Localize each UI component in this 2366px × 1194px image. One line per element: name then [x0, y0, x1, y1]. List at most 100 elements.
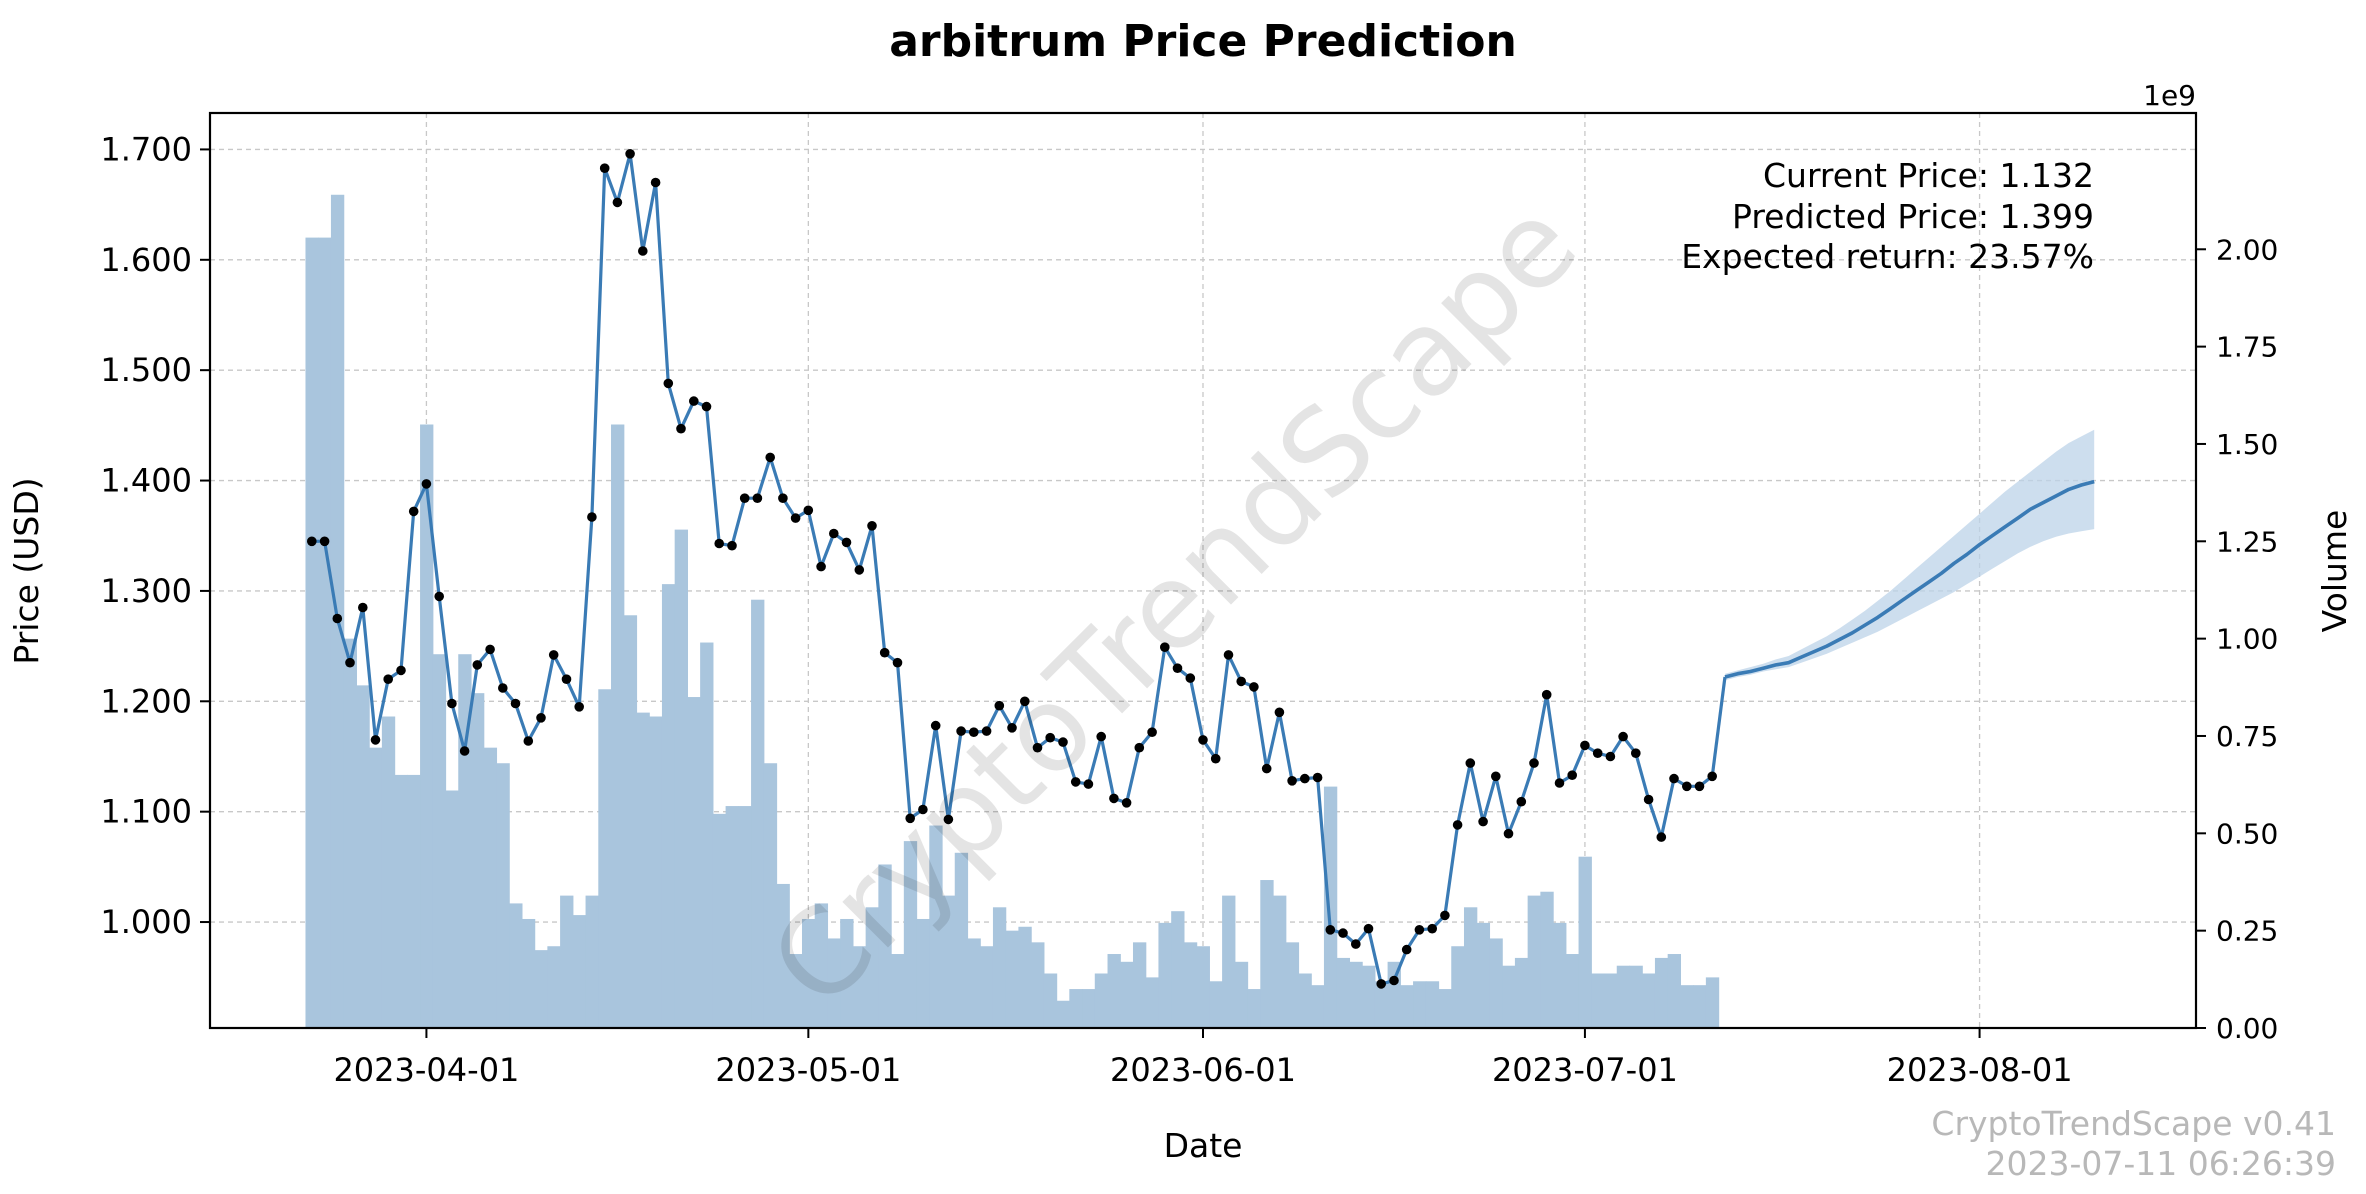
volume-bar: [700, 642, 714, 1028]
price-marker: [1185, 673, 1196, 683]
volume-bar: [636, 712, 650, 1028]
price-marker: [1261, 763, 1272, 774]
volume-bar: [789, 954, 803, 1028]
volume-bar: [420, 424, 434, 1028]
price-marker: [574, 702, 584, 712]
volume-bar: [1158, 922, 1172, 1028]
price-marker: [1401, 944, 1412, 955]
price-marker: [905, 813, 915, 824]
chart-title: arbitrum Price Prediction: [889, 16, 1517, 67]
price-marker: [332, 613, 343, 624]
x-tick-label: 2023-07-01: [1492, 1051, 1678, 1089]
price-marker: [841, 537, 852, 548]
volume-bar: [1056, 1000, 1070, 1028]
price-marker: [408, 506, 419, 517]
volume-bar: [903, 841, 918, 1028]
volume-bar: [1196, 946, 1210, 1028]
volume-bar: [1132, 942, 1147, 1028]
price-marker: [358, 602, 368, 613]
price-marker: [1656, 832, 1667, 842]
price-marker: [969, 727, 979, 737]
volume-bar: [470, 693, 485, 1028]
volume-bar: [534, 950, 548, 1028]
price-marker: [879, 647, 890, 658]
volume-bar: [980, 946, 994, 1028]
volume-bar: [547, 946, 561, 1028]
volume-bar: [1476, 922, 1491, 1028]
volume-bar: [1120, 961, 1134, 1028]
current-price-text: Current Price: 1.132: [1763, 156, 2094, 195]
volume-bar: [343, 638, 358, 1028]
price-marker: [498, 683, 508, 693]
volume-bar: [1171, 911, 1185, 1028]
y2-tick-label: 1.50: [2216, 428, 2278, 461]
volume-bar: [1273, 895, 1287, 1028]
price-marker: [1210, 753, 1221, 764]
y2-tick-label: 0.50: [2216, 817, 2278, 850]
volume-bar: [407, 774, 421, 1028]
volume-bar: [1005, 930, 1020, 1028]
volume-bar: [1527, 895, 1541, 1028]
volume-bar: [840, 918, 854, 1028]
volume-bar: [1693, 985, 1707, 1028]
price-marker: [1516, 796, 1527, 807]
predicted-price-text: Predicted Price: 1.399: [1732, 197, 2094, 236]
volume-bar: [1667, 954, 1682, 1028]
price-marker: [854, 565, 865, 575]
volume-bar: [1349, 961, 1363, 1028]
price-marker: [1312, 772, 1323, 783]
volume-bar: [1565, 954, 1580, 1028]
volume-bar: [1094, 973, 1109, 1028]
price-marker: [1503, 828, 1514, 839]
volume-bar: [1553, 922, 1567, 1028]
y2-axis-multiplier: 1e9: [2143, 79, 2196, 112]
footer-version: CryptoTrendScape v0.41: [1931, 1104, 2336, 1143]
price-marker: [727, 540, 737, 551]
volume-bar: [1374, 981, 1389, 1028]
volume-bar: [1425, 981, 1440, 1028]
volume-bar: [369, 747, 383, 1028]
price-marker: [956, 726, 966, 736]
volume-bar: [1502, 965, 1516, 1028]
y2-tick-label: 1.25: [2216, 525, 2278, 558]
price-marker: [1351, 939, 1361, 949]
price-marker: [1007, 723, 1017, 733]
price-marker: [1147, 727, 1157, 737]
y-axis-ticks: 1.000 1.100 1.200 1.300 1.400 1.500 1.600 1.700: [100, 130, 210, 941]
volume-bar: [1400, 985, 1414, 1028]
price-marker: [459, 746, 470, 756]
volume-bar: [738, 806, 752, 1028]
price-marker: [1707, 771, 1717, 782]
price-marker: [1045, 732, 1055, 743]
y2-axis-label: Volume: [2315, 510, 2354, 633]
volume-bar: [1285, 942, 1300, 1028]
price-marker: [689, 396, 699, 406]
price-marker: [612, 197, 623, 208]
price-marker: [829, 528, 839, 539]
price-marker: [739, 493, 750, 504]
volume-bar: [1362, 965, 1376, 1028]
price-marker: [676, 423, 686, 434]
volume-bar: [1336, 957, 1351, 1028]
price-marker: [650, 177, 661, 188]
price-marker: [485, 644, 495, 655]
price-marker: [765, 452, 775, 463]
volume-bar: [1247, 989, 1261, 1028]
volume-bar: [1222, 895, 1236, 1028]
volume-bar: [661, 584, 676, 1028]
volume-bar: [1540, 891, 1554, 1028]
volume-bar: [483, 747, 498, 1028]
price-marker: [1121, 798, 1132, 808]
footer-timestamp: 2023-07-11 06:26:39: [1986, 1144, 2336, 1183]
x-axis-ticks: 2023-04-01 2023-05-01 2023-06-01 2023-07-01…: [333, 1028, 2073, 1089]
price-marker: [1414, 925, 1425, 935]
price-marker: [1274, 707, 1285, 718]
volume-bar: [318, 237, 332, 1028]
price-marker: [1287, 776, 1297, 786]
volume-bar: [381, 716, 396, 1028]
price-marker: [778, 493, 788, 504]
y-tick-label: 1.300: [100, 572, 192, 610]
volume-bar: [942, 895, 956, 1028]
volume-bar: [1298, 973, 1312, 1028]
volume-bar: [1604, 973, 1618, 1028]
